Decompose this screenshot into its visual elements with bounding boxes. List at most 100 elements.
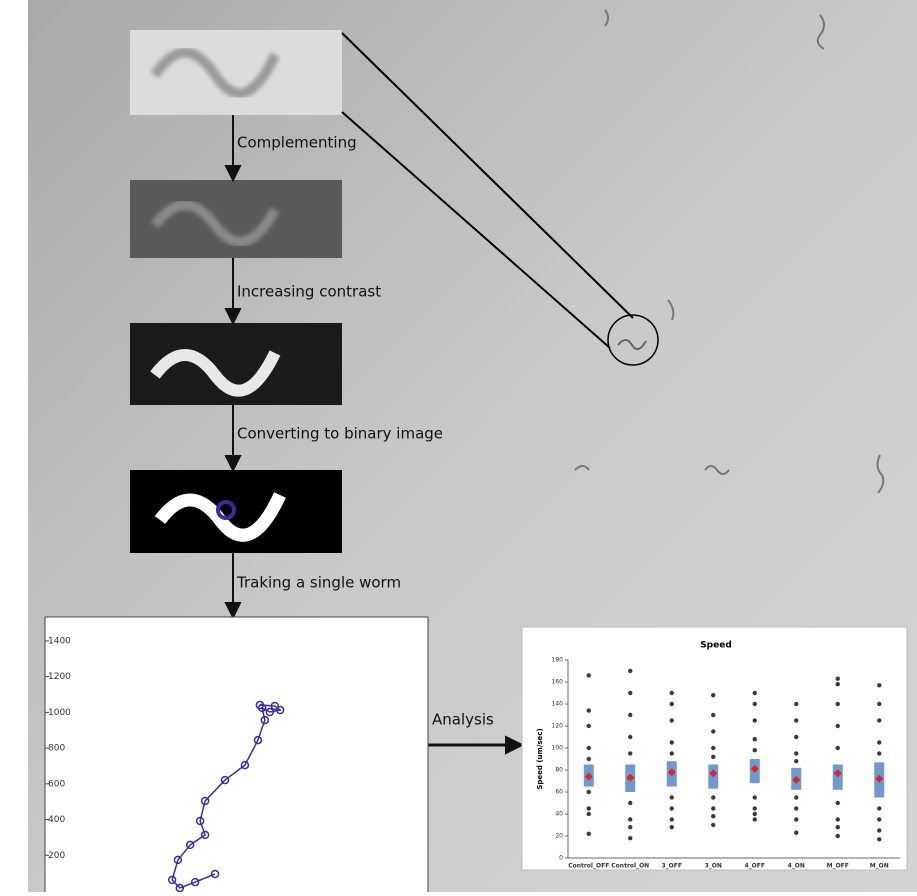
point — [587, 812, 591, 816]
point — [794, 831, 798, 835]
point — [628, 801, 632, 805]
y-tick-label: 400 — [48, 815, 65, 825]
point — [794, 702, 798, 706]
y-tick-label: 100 — [552, 745, 564, 752]
x-tick-label: 3_ON — [705, 863, 722, 870]
point — [794, 795, 798, 799]
point — [711, 823, 715, 827]
point — [753, 817, 757, 821]
x-tick-label: 4_OFF — [745, 863, 765, 870]
point — [628, 751, 632, 755]
point — [753, 691, 757, 695]
y-tick-label: 40 — [555, 811, 563, 818]
point — [753, 795, 757, 799]
y-tick-label: 1400 — [48, 636, 71, 646]
point — [587, 673, 591, 677]
point — [587, 746, 591, 750]
x-tick-label: 3_OFF — [662, 863, 682, 870]
y-tick-label: 600 — [48, 779, 65, 789]
point — [877, 828, 881, 832]
point — [628, 825, 632, 829]
point — [628, 817, 632, 821]
y-tick-label: 200 — [48, 851, 65, 861]
step-label: Complementing — [237, 134, 357, 152]
analysis-label: Analysis — [432, 711, 494, 729]
y-tick-label: 60 — [555, 789, 563, 796]
step-label: Converting to binary image — [237, 425, 443, 443]
point — [628, 669, 632, 673]
point — [711, 755, 715, 759]
point — [670, 795, 674, 799]
point — [670, 817, 674, 821]
step-label: Traking a single worm — [236, 574, 401, 592]
point — [877, 806, 881, 810]
point — [794, 759, 798, 763]
point — [711, 729, 715, 733]
point — [836, 677, 840, 681]
point — [836, 702, 840, 706]
y-tick-label: 80 — [555, 767, 563, 774]
y-tick-label: 1000 — [48, 708, 71, 718]
point — [753, 806, 757, 810]
y-tick-label: 180 — [552, 657, 564, 664]
point — [836, 682, 840, 686]
page: {"steps": ["Complementing", "Increasing … — [0, 0, 917, 892]
point — [877, 837, 881, 841]
point — [711, 806, 715, 810]
margin — [0, 0, 28, 892]
chart-title: Speed — [700, 641, 732, 651]
point — [877, 817, 881, 821]
point — [587, 806, 591, 810]
x-tick-label: M_ON — [870, 863, 889, 870]
point — [794, 718, 798, 722]
point — [877, 740, 881, 744]
step-label: Increasing contrast — [237, 283, 381, 301]
point — [711, 713, 715, 717]
point — [587, 724, 591, 728]
x-tick-label: Control_ON — [611, 863, 649, 870]
y-axis-label: Speed (um/sec) — [536, 728, 544, 789]
point — [877, 683, 881, 687]
x-tick-label: Control_OFF — [568, 863, 609, 870]
point — [836, 825, 840, 829]
point — [877, 718, 881, 722]
point — [877, 751, 881, 755]
point — [670, 825, 674, 829]
point — [794, 751, 798, 755]
point — [670, 751, 674, 755]
point — [753, 748, 757, 752]
y-tick-label: 20 — [555, 833, 563, 840]
point — [628, 713, 632, 717]
point — [628, 735, 632, 739]
point — [670, 740, 674, 744]
point — [836, 817, 840, 821]
point — [587, 832, 591, 836]
x-tick-label: 4_ON — [788, 863, 805, 870]
point — [753, 718, 757, 722]
point — [753, 812, 757, 816]
point — [711, 693, 715, 697]
point — [836, 834, 840, 838]
y-tick-label: 120 — [552, 723, 564, 730]
point — [836, 724, 840, 728]
x-tick-label: M_OFF — [827, 863, 849, 870]
y-tick-label: 800 — [48, 744, 65, 754]
point — [587, 708, 591, 712]
y-tick-label: 0 — [559, 855, 563, 862]
point — [753, 702, 757, 706]
point — [670, 702, 674, 706]
point — [670, 718, 674, 722]
point — [836, 801, 840, 805]
point — [587, 790, 591, 794]
point — [794, 806, 798, 810]
point — [711, 814, 715, 818]
track-plot — [45, 617, 428, 892]
point — [670, 806, 674, 810]
figure: Complementing Increasing contrast Conver… — [0, 0, 917, 892]
point — [753, 737, 757, 741]
y-tick-label: 160 — [552, 679, 564, 686]
point — [628, 691, 632, 695]
point — [794, 735, 798, 739]
point — [670, 691, 674, 695]
point — [711, 746, 715, 750]
